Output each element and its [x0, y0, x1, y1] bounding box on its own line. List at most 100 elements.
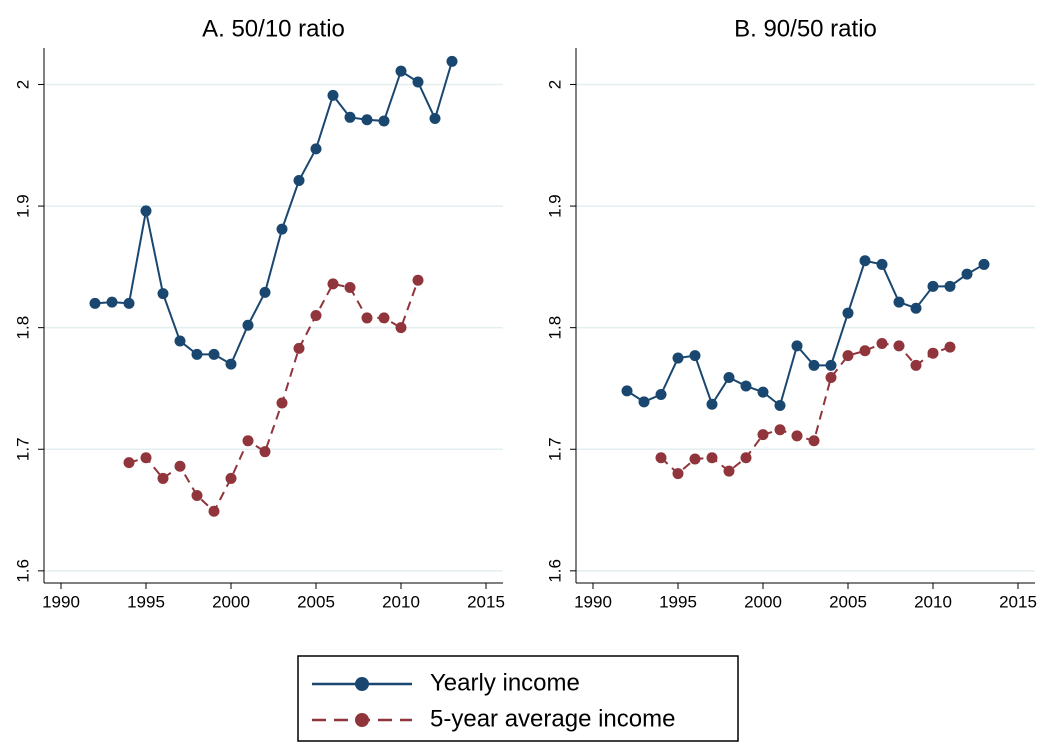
data-point	[706, 398, 718, 410]
data-point	[259, 286, 271, 298]
data-point	[723, 465, 735, 477]
data-point	[842, 307, 854, 319]
series-line	[94, 61, 453, 366]
data-point	[689, 350, 701, 362]
data-point	[225, 472, 237, 484]
data-point	[191, 348, 203, 360]
data-point	[157, 288, 169, 300]
data-point	[208, 348, 220, 360]
data-point	[978, 258, 990, 270]
data-point	[944, 280, 956, 292]
y-tick-label: 1.9	[13, 194, 32, 218]
legend-box	[297, 655, 739, 742]
series-line	[626, 259, 985, 408]
data-point	[174, 335, 186, 347]
data-point	[876, 337, 888, 349]
data-point	[412, 76, 424, 88]
data-point	[740, 452, 752, 464]
x-tick-label: 2005	[297, 592, 335, 611]
y-tick-label: 1.8	[545, 316, 564, 340]
data-point	[757, 386, 769, 398]
data-point	[859, 345, 871, 357]
x-tick-label: 2010	[914, 592, 952, 611]
data-point	[757, 429, 769, 441]
x-tick-label: 1990	[574, 592, 612, 611]
data-point	[89, 297, 101, 309]
data-point	[927, 280, 939, 292]
x-tick-label: 1995	[659, 592, 697, 611]
data-point	[344, 111, 356, 123]
data-point	[293, 342, 305, 354]
data-point	[808, 435, 820, 447]
data-point	[293, 175, 305, 187]
data-point	[689, 453, 701, 465]
y-tick-label: 1.8	[13, 316, 32, 340]
data-point	[638, 396, 650, 408]
data-point	[276, 223, 288, 235]
data-point	[327, 278, 339, 290]
data-point	[123, 457, 135, 469]
data-point	[774, 399, 786, 411]
x-tick-label: 2005	[829, 592, 867, 611]
data-point	[672, 352, 684, 364]
data-point	[106, 296, 118, 308]
data-point	[378, 312, 390, 324]
data-point	[174, 460, 186, 472]
data-point	[723, 372, 735, 384]
data-point	[378, 115, 390, 127]
legend-label: 5-year average income	[430, 705, 675, 732]
data-point	[927, 347, 939, 359]
data-point	[876, 258, 888, 270]
data-point	[706, 452, 718, 464]
data-point	[825, 372, 837, 384]
data-point	[242, 435, 254, 447]
data-point	[961, 268, 973, 280]
data-point	[157, 472, 169, 484]
data-point	[808, 359, 820, 371]
data-point	[429, 113, 441, 125]
data-point	[672, 468, 684, 480]
data-point	[774, 424, 786, 436]
x-tick-label: 2000	[212, 592, 250, 611]
data-point	[310, 310, 322, 321]
data-point	[140, 452, 152, 464]
y-tick-label: 1.6	[13, 559, 32, 583]
data-point	[208, 505, 220, 517]
data-point	[842, 350, 854, 362]
x-tick-label: 1990	[42, 592, 80, 611]
data-point	[191, 489, 203, 501]
data-point	[740, 380, 752, 392]
data-point	[242, 319, 254, 331]
data-point	[893, 340, 905, 352]
data-point	[395, 322, 407, 334]
data-point	[123, 297, 135, 309]
data-point	[259, 446, 271, 458]
data-point	[621, 385, 633, 397]
y-tick-label: 1.6	[545, 559, 564, 583]
y-tick-label: 1.7	[545, 437, 564, 461]
x-tick-label: 2000	[744, 592, 782, 611]
data-point	[859, 255, 871, 267]
data-point	[327, 89, 339, 101]
y-tick-label: 2	[545, 80, 564, 89]
x-tick-label: 1995	[127, 592, 165, 611]
chart-title: B. 90/50 ratio	[734, 15, 877, 42]
data-point	[944, 341, 956, 353]
y-tick-label: 1.9	[545, 194, 564, 218]
data-point	[412, 274, 424, 286]
data-point	[791, 430, 803, 442]
series-line	[128, 279, 419, 513]
data-point	[361, 114, 373, 126]
data-point	[276, 397, 288, 409]
legend-marker	[355, 677, 369, 691]
data-point	[310, 143, 322, 155]
data-point	[344, 282, 356, 294]
data-point	[910, 359, 922, 371]
x-tick-label: 2015	[467, 592, 505, 611]
series-line	[660, 342, 951, 475]
y-tick-label: 2	[13, 80, 32, 89]
data-point	[395, 65, 407, 77]
chart-title: A. 50/10 ratio	[202, 15, 345, 42]
legend-label: Yearly income	[430, 669, 580, 696]
